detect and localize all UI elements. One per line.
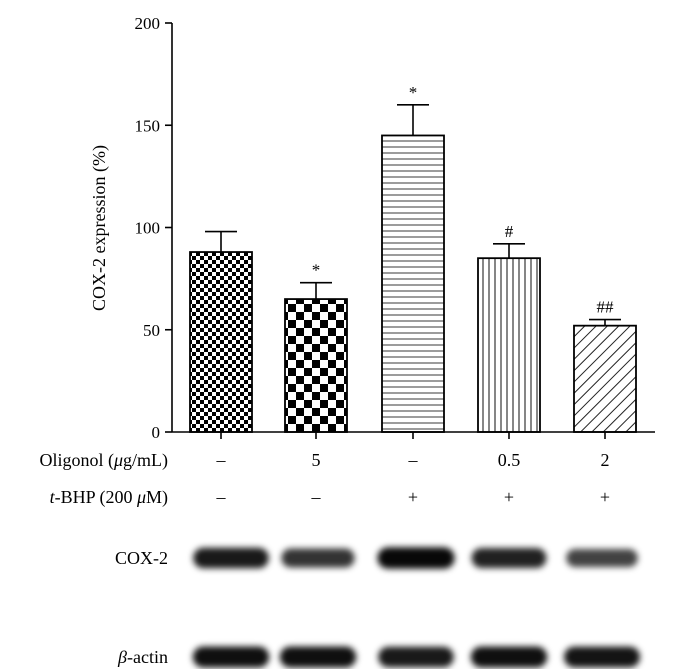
significance-label: * <box>312 261 321 280</box>
y-tick-label: 0 <box>152 423 161 442</box>
blot-label: COX-2 <box>115 548 168 568</box>
y-tick-label: 50 <box>143 321 160 340</box>
significance-label: # <box>505 222 514 241</box>
axes-layer: 0 50 100 150 200 <box>135 14 655 442</box>
condition-value: 0.5 <box>498 450 521 470</box>
y-tick-label: 150 <box>135 116 161 135</box>
y-tick-label: 200 <box>135 14 161 33</box>
bar <box>284 298 348 433</box>
blot-band <box>566 549 638 567</box>
bar <box>381 134 445 433</box>
condition-value: – <box>216 450 227 470</box>
blot-label-part: COX-2 <box>115 548 168 568</box>
condition-value: + <box>600 487 610 507</box>
condition-label-part: M) <box>146 487 168 508</box>
blot-band <box>279 646 357 668</box>
blot-band <box>563 646 641 668</box>
blot-label-part: β <box>117 647 127 667</box>
bars-layer: **### <box>189 83 637 433</box>
condition-label-part: t <box>50 487 56 507</box>
bar <box>477 257 541 433</box>
condition-label-part: μ <box>136 487 146 507</box>
condition-value: – <box>216 487 227 507</box>
condition-label-part: g/mL) <box>123 450 168 471</box>
condition-label-part: Oligonol ( <box>39 450 114 471</box>
y-tick-label: 100 <box>135 219 161 238</box>
condition-value: 2 <box>601 450 610 470</box>
blot-band <box>192 646 270 668</box>
blot-band <box>471 548 547 568</box>
bar <box>573 324 637 433</box>
condition-value: – <box>311 487 322 507</box>
condition-value: + <box>504 487 514 507</box>
conditions-table: Oligonol (μg/mL) –5–0.5 2t-BHP (200 μM) – – +… <box>39 450 610 508</box>
blot-band <box>378 646 454 668</box>
blot-band <box>193 547 269 569</box>
condition-label: t-BHP (200 μM) <box>50 487 168 508</box>
blot-band <box>377 547 455 569</box>
blot-label-part: -actin <box>127 647 168 667</box>
western-blot-panel: COX-2 β-actin <box>115 547 641 668</box>
bar <box>189 251 253 433</box>
significance-label: * <box>409 83 418 102</box>
blot-band <box>470 646 548 668</box>
condition-label-part: -BHP (200 <box>55 487 137 508</box>
significance-label: ## <box>597 298 615 317</box>
blot-label: β-actin <box>117 647 168 667</box>
blot-band <box>281 548 355 568</box>
condition-label-part: μ <box>113 450 123 470</box>
condition-value: – <box>408 450 419 470</box>
condition-value: 5 <box>312 450 321 470</box>
condition-value: + <box>408 487 418 507</box>
y-axis-title: COX-2 expression (%) <box>89 145 110 311</box>
condition-label: Oligonol (μg/mL) <box>39 450 168 471</box>
